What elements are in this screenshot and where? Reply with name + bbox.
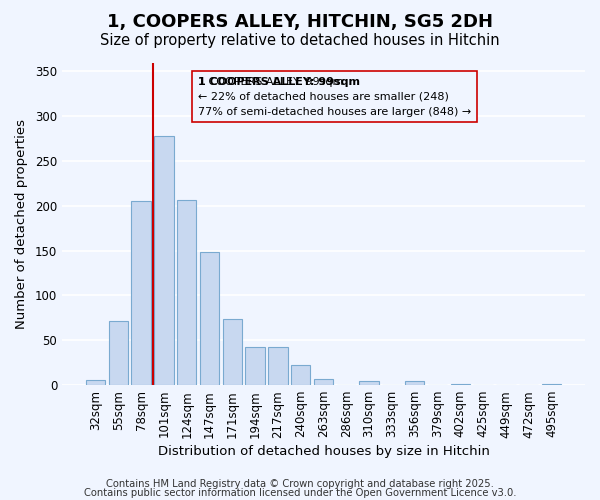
Bar bbox=[223, 319, 242, 385]
X-axis label: Distribution of detached houses by size in Hitchin: Distribution of detached houses by size … bbox=[158, 444, 490, 458]
Bar bbox=[268, 348, 287, 385]
Bar bbox=[291, 366, 310, 385]
Text: 1 COOPERS ALLEY: 99sqm: 1 COOPERS ALLEY: 99sqm bbox=[198, 77, 360, 87]
Bar bbox=[405, 380, 424, 385]
Text: 1, COOPERS ALLEY, HITCHIN, SG5 2DH: 1, COOPERS ALLEY, HITCHIN, SG5 2DH bbox=[107, 12, 493, 30]
Bar bbox=[86, 380, 105, 385]
Bar bbox=[177, 200, 196, 385]
Y-axis label: Number of detached properties: Number of detached properties bbox=[15, 119, 28, 329]
Bar bbox=[109, 320, 128, 385]
Text: Contains public sector information licensed under the Open Government Licence v3: Contains public sector information licen… bbox=[84, 488, 516, 498]
Bar bbox=[131, 202, 151, 385]
Bar bbox=[200, 252, 219, 385]
Text: 1 COOPERS ALLEY: 99sqm
← 22% of detached houses are smaller (248)
77% of semi-de: 1 COOPERS ALLEY: 99sqm ← 22% of detached… bbox=[198, 77, 471, 116]
Bar bbox=[154, 136, 173, 385]
Text: Size of property relative to detached houses in Hitchin: Size of property relative to detached ho… bbox=[100, 32, 500, 48]
Bar bbox=[359, 380, 379, 385]
Bar bbox=[542, 384, 561, 385]
Bar bbox=[314, 379, 333, 385]
Bar bbox=[451, 384, 470, 385]
Bar bbox=[245, 348, 265, 385]
Text: Contains HM Land Registry data © Crown copyright and database right 2025.: Contains HM Land Registry data © Crown c… bbox=[106, 479, 494, 489]
